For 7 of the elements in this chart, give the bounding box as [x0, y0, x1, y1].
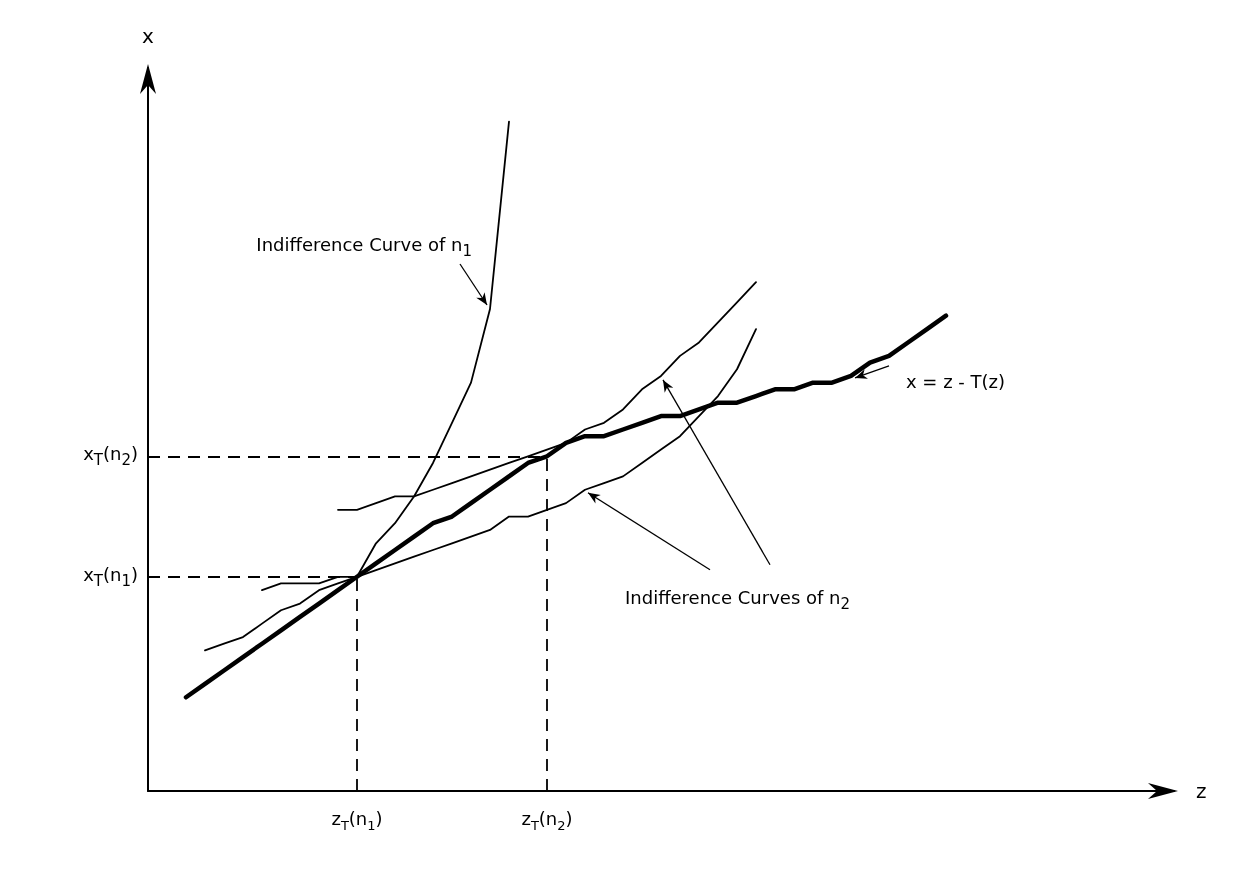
ref-line-label: x$_{T}$(n$_{1}$)	[83, 563, 138, 590]
series-label: Indifference Curve of n$_{1}$	[256, 234, 472, 260]
legend-label: x = z - T(z)	[906, 370, 1006, 392]
annotation: Indifference Curves of n$_{2}$	[625, 586, 851, 613]
y-axis-title: x	[142, 24, 155, 48]
ref-line-label: x$_{T}$(n$_{2}$)	[83, 443, 138, 470]
x-axis-title: z	[1196, 779, 1207, 803]
